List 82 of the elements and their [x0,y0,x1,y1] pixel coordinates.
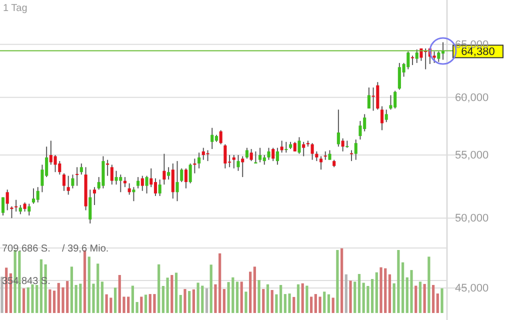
y-tick-label: 50,000 [455,212,489,225]
candlestick [36,186,40,203]
candlestick [28,203,31,216]
y-tick-label: 60,000 [455,92,489,104]
candlestick [406,51,410,70]
candlestick [154,178,157,196]
candlestick [136,176,140,189]
y-tick-label: 45,000 [455,282,489,294]
candlestick [245,147,248,160]
candlestick [384,109,388,123]
candlestick [80,162,83,176]
candlestick [158,179,162,196]
candlestick [241,156,244,178]
candlestick [132,186,136,202]
candlestick [354,139,358,160]
candlestick [280,140,284,154]
candlestick [14,199,18,212]
candlestick [167,166,170,180]
candlestick [206,150,210,162]
candlestick [123,176,127,188]
candlestick [224,144,227,169]
candlestick [258,147,262,163]
candlestick [18,204,22,215]
candlestick [319,156,323,170]
candlestick [358,120,362,140]
candlestick [1,196,5,216]
candlestick [315,150,318,162]
candlestick [188,162,192,184]
candlestick [76,166,79,186]
y-tick-label: 55,000 [455,150,489,162]
candlestick [180,168,184,183]
candlestick [184,168,188,189]
candlestick [341,138,344,152]
candlestick [432,51,436,64]
candlestick [88,189,92,224]
candlestick [437,51,440,62]
candlestick [298,136,301,154]
candlestick [372,87,375,112]
y2-tick-label: 709.686 S. [2,243,50,254]
candlestick [210,127,214,150]
candlestick [66,175,70,196]
candlestick [10,206,14,219]
candlestick [250,148,253,162]
candlestick [415,48,418,64]
candlestick [310,142,314,160]
candlestick [23,202,26,212]
candlestick [145,175,148,194]
candlestick [410,55,414,66]
candlestick [267,147,270,160]
candlestick [376,82,380,110]
candlestick [293,141,296,152]
annotation: 1 Tag [3,3,28,14]
candlestick [284,141,288,154]
candlestick [114,170,118,186]
candlestick [262,154,266,166]
candlestick [62,172,66,192]
candlestick [328,150,332,160]
candlestick [302,141,306,157]
candlestick [336,109,340,148]
candlestick [54,154,57,173]
candlestick [32,188,36,204]
candlestick [380,106,384,131]
candlestick [6,189,9,211]
candlestick [232,154,236,169]
candlestick [92,186,96,206]
candlestick [71,174,74,189]
candlestick [110,164,114,186]
candlestick [236,154,240,172]
candlestick [128,182,131,196]
candlestick [367,87,370,110]
candlestick [198,152,201,169]
candlestick [276,147,279,166]
candlestick [272,147,275,162]
candlestick [140,175,144,192]
candlestick [162,153,166,186]
candlestick [350,150,354,162]
candlestick [171,162,174,200]
candlestick [389,94,392,110]
candlestick [346,140,349,148]
annotation: / 39,6 Mio. [62,243,109,254]
candlestick [219,130,222,145]
candlestick [176,160,179,202]
